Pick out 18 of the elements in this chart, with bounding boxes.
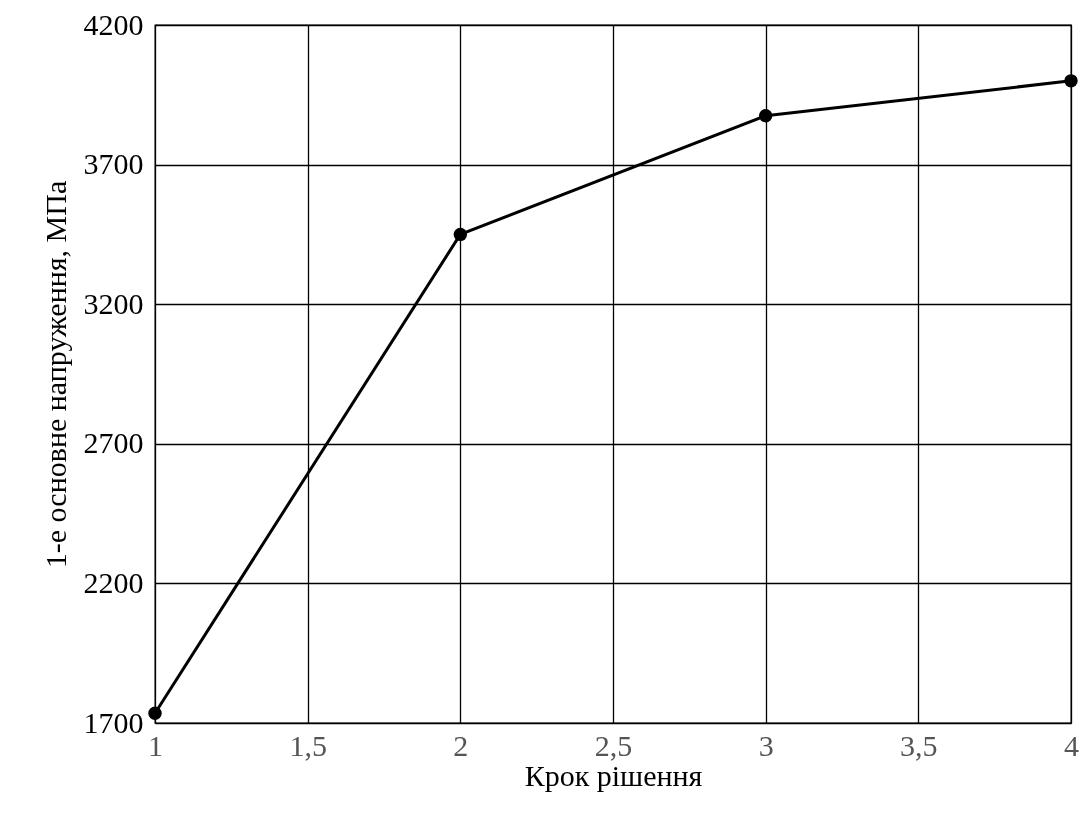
point bbox=[148, 706, 162, 720]
x-tick-label: 1,5 bbox=[289, 728, 327, 762]
y-axis-title: 1-е основне напруження, МПа bbox=[38, 180, 72, 569]
y-tick-label: 3700 bbox=[83, 147, 144, 181]
x-tick-label: 4 bbox=[1064, 728, 1079, 762]
y-tick-label: 3200 bbox=[83, 286, 144, 320]
x-tick-label: 2,5 bbox=[594, 728, 633, 762]
y-tick-label: 1700 bbox=[83, 705, 144, 739]
point bbox=[1064, 74, 1078, 88]
point bbox=[453, 227, 468, 242]
x-tick-label: 1 bbox=[148, 728, 163, 762]
y-tick-label: 2200 bbox=[83, 565, 144, 599]
x-tick-label: 3,5 bbox=[900, 728, 938, 762]
x-tick-label: 3 bbox=[758, 728, 774, 762]
x-tick-label: 2 bbox=[453, 728, 469, 762]
y-tick-label: 4200 bbox=[83, 7, 144, 41]
point bbox=[758, 109, 773, 123]
y-tick-label: 2700 bbox=[83, 426, 144, 460]
